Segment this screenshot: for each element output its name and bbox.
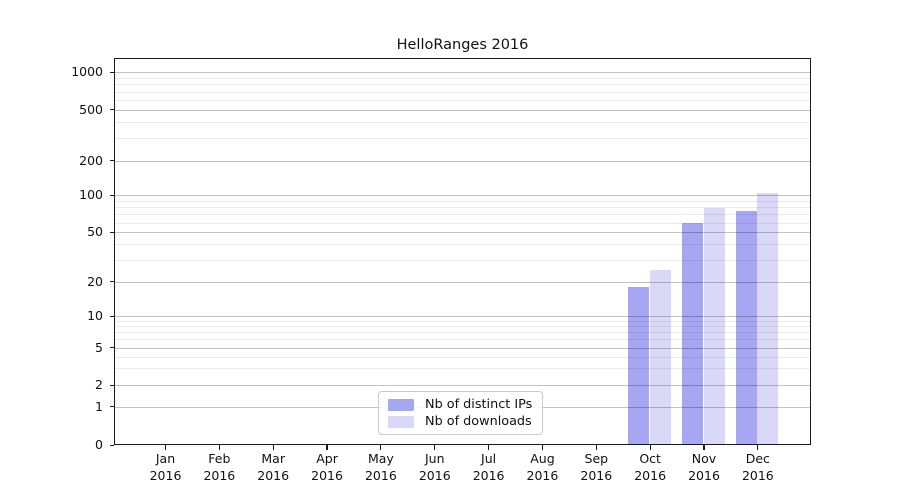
chart-title: HelloRanges 2016 (396, 37, 529, 53)
legend-swatch-distinct-ips-icon (388, 398, 414, 411)
x-tick-label: Aug 2016 (526, 451, 559, 483)
x-tick-label: Oct 2016 (634, 451, 667, 483)
y-tick-mark (109, 281, 114, 283)
x-tick-mark (272, 445, 274, 450)
minor-gridline (114, 244, 811, 246)
x-tick-label: Dec 2016 (741, 451, 774, 483)
bar-dec-s0 (735, 211, 757, 445)
minor-gridline (114, 339, 811, 341)
bar-dec-s1 (757, 193, 779, 445)
x-tick-mark (164, 445, 167, 450)
x-tick-mark (595, 445, 597, 450)
minor-gridline (114, 259, 811, 261)
x-tick-mark (488, 445, 490, 450)
y-tick-mark (109, 406, 114, 408)
x-tick-label: Jun 2016 (418, 451, 451, 483)
minor-gridline (114, 138, 811, 140)
y-tick-mark (109, 160, 114, 162)
minor-gridline (114, 214, 811, 216)
x-tick-mark (218, 445, 220, 450)
y-tick-label: 0 (95, 437, 103, 452)
minor-gridline (114, 320, 811, 322)
minor-gridline (114, 78, 811, 79)
y-tick-mark (109, 194, 114, 196)
plot-area: Nb of distinct IPs Nb of downloads (114, 58, 811, 445)
major-gridline (114, 316, 811, 317)
bar-nov-s0 (682, 223, 703, 445)
legend: Nb of distinct IPs Nb of downloads (378, 391, 543, 435)
y-tick-label: 100 (79, 187, 103, 202)
bar-oct-s0 (628, 286, 650, 445)
x-tick-mark (757, 445, 759, 450)
x-tick-label: Apr 2016 (311, 451, 343, 483)
bar-oct-s1 (649, 269, 671, 445)
minor-gridline (114, 222, 811, 224)
y-tick-mark (109, 315, 114, 317)
y-tick-mark (109, 384, 114, 386)
major-gridline (114, 385, 811, 386)
y-tick-label: 2 (95, 377, 103, 392)
y-tick-label: 1000 (71, 64, 103, 80)
minor-gridline (114, 84, 811, 86)
minor-gridline (114, 91, 811, 93)
y-tick-mark (109, 444, 114, 446)
bar-nov-s1 (703, 207, 725, 445)
x-tick-label: Mar 2016 (257, 451, 290, 483)
minor-gridline (114, 356, 811, 358)
y-tick-label: 10 (87, 308, 103, 323)
x-tick-mark (541, 445, 544, 450)
legend-label-downloads: Nb of downloads (425, 414, 532, 429)
y-tick-label: 50 (87, 224, 103, 240)
x-tick-label: May 2016 (364, 451, 397, 483)
y-tick-mark (109, 347, 114, 349)
major-gridline (114, 160, 811, 162)
x-tick-mark (326, 445, 328, 450)
minor-gridline (114, 122, 811, 124)
x-tick-mark (380, 445, 382, 450)
minor-gridline (114, 326, 811, 328)
x-tick-label: Sep 2016 (580, 451, 613, 483)
y-tick-label: 500 (79, 101, 103, 117)
bars-layer (114, 58, 811, 445)
x-tick-mark (649, 445, 651, 450)
minor-gridline (114, 207, 811, 209)
major-gridline (114, 72, 811, 74)
minor-gridline (114, 368, 811, 370)
y-tick-label: 20 (87, 273, 103, 289)
x-tick-label: Feb 2016 (203, 451, 236, 483)
gridlines-layer (114, 58, 811, 445)
legend-label-distinct-ips: Nb of distinct IPs (425, 397, 533, 412)
y-tick-mark (109, 109, 114, 111)
y-tick-mark (109, 71, 114, 73)
major-gridline (114, 281, 811, 283)
x-tick-label: Jul 2016 (472, 451, 505, 483)
x-tick-label: Nov 2016 (688, 451, 720, 483)
x-tick-mark (703, 445, 705, 450)
y-tick-mark (109, 231, 114, 234)
x-tick-label: Jan 2016 (149, 451, 182, 483)
y-tick-label: 200 (79, 152, 103, 168)
major-gridline (114, 232, 811, 234)
minor-gridline (114, 332, 811, 334)
y-tick-label: 1 (95, 398, 103, 414)
major-gridline (114, 109, 811, 111)
axes-border (114, 58, 811, 445)
legend-item-distinct-ips: Nb of distinct IPs (388, 397, 533, 412)
major-gridline (114, 347, 811, 349)
x-tick-mark (434, 445, 436, 450)
legend-swatch-downloads-icon (388, 415, 414, 428)
minor-gridline (114, 200, 811, 202)
y-tick-label: 5 (95, 339, 103, 355)
legend-item-downloads: Nb of downloads (388, 414, 533, 429)
minor-gridline (114, 99, 811, 101)
major-gridline (114, 195, 811, 196)
